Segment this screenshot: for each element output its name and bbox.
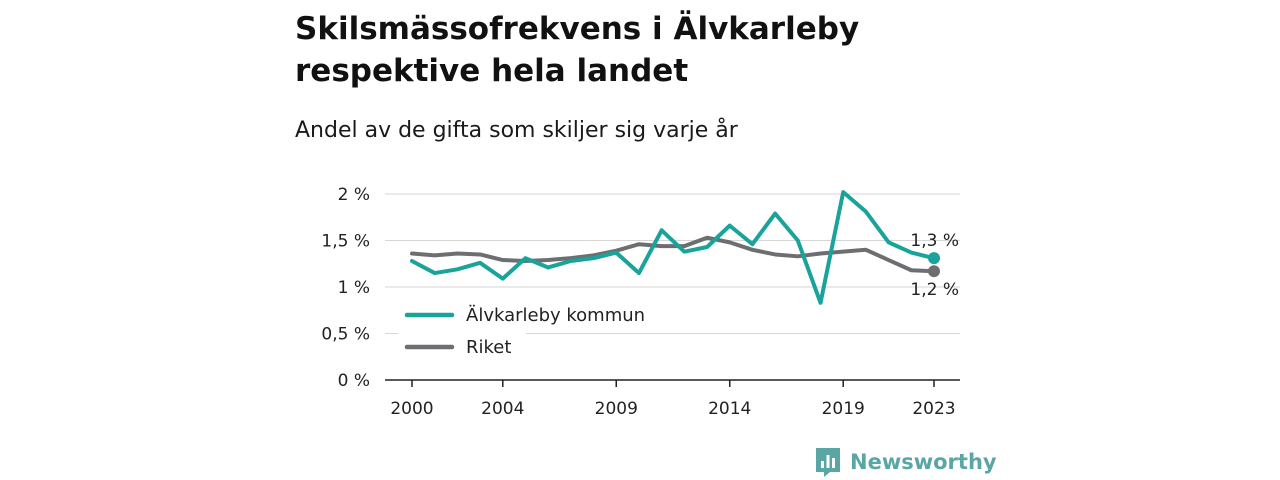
axes: 0 % 0,5 % 1 % 1,5 % 2 % 2000 2004 2009 2014 2019 2… xyxy=(321,185,960,419)
x-tick-label: 2019 xyxy=(822,399,865,419)
end-labels: 1,3 % 1,2 % xyxy=(910,231,959,300)
series-line xyxy=(410,190,936,305)
x-tick-label: 2004 xyxy=(481,399,524,419)
y-tick-label: 0,5 % xyxy=(321,325,370,345)
legend-label: Riket xyxy=(466,337,511,358)
y-tick-label: 0 % xyxy=(338,371,370,391)
y-tick-label: 1,5 % xyxy=(321,232,370,252)
series-line xyxy=(410,235,936,274)
newsworthy-logo-icon xyxy=(816,448,840,477)
chart-subtitle: Andel av de gifta som skiljer sig varje … xyxy=(295,118,738,143)
newsworthy-logo-text: Newsworthy xyxy=(850,450,997,474)
x-tick-label: 2023 xyxy=(912,399,955,419)
series-end-point xyxy=(928,252,940,265)
x-tick-label: 2000 xyxy=(390,399,433,419)
legend: Älvkarleby kommun Riket xyxy=(398,300,666,362)
chart-title: Skilsmässofrekvens i Älvkarleby respekti… xyxy=(295,11,860,89)
x-tick-label: 2009 xyxy=(595,399,638,419)
series-end-point xyxy=(928,265,940,278)
y-tick-label: 2 % xyxy=(338,185,370,205)
series-lines xyxy=(410,190,940,305)
newsworthy-logo: Newsworthy xyxy=(814,446,997,478)
x-tick-label: 2014 xyxy=(708,399,751,419)
series-end-label: 1,2 % xyxy=(910,280,959,300)
series-end-label: 1,3 % xyxy=(910,231,959,251)
legend-label: Älvkarleby kommun xyxy=(466,305,645,326)
y-tick-label: 1 % xyxy=(338,278,370,298)
